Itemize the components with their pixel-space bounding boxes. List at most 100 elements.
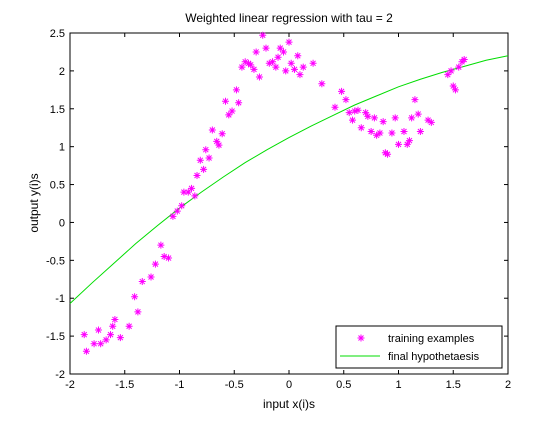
training-point	[165, 254, 173, 262]
training-point	[427, 118, 435, 126]
training-point	[451, 86, 459, 94]
training-point	[384, 150, 392, 158]
training-point	[225, 111, 233, 119]
legend-hypothesis-label: final hypothetaesis	[388, 351, 480, 363]
training-point	[276, 44, 284, 52]
training-point	[213, 137, 221, 145]
training-point	[125, 322, 133, 330]
training-point	[280, 48, 288, 56]
training-point	[282, 67, 290, 75]
training-point	[296, 71, 304, 79]
training-point	[215, 141, 223, 149]
training-point	[131, 293, 139, 301]
training-point	[238, 63, 246, 71]
training-point	[147, 273, 155, 281]
y-tick-label: 0.5	[50, 180, 65, 192]
training-point	[338, 87, 346, 95]
training-point	[403, 140, 411, 148]
training-point	[102, 336, 110, 344]
training-point	[107, 331, 115, 339]
y-tick-label: 1	[59, 142, 65, 154]
training-point	[109, 322, 117, 330]
training-point	[294, 52, 302, 60]
x-tick-label: 2	[505, 379, 511, 391]
training-point	[318, 80, 326, 88]
training-point	[274, 53, 282, 61]
training-point	[111, 315, 119, 323]
training-point	[269, 58, 277, 66]
training-point	[160, 253, 168, 261]
training-point	[299, 63, 307, 71]
training-point	[180, 188, 188, 196]
training-point	[354, 106, 362, 114]
legend-training-label: training examples	[388, 333, 475, 345]
training-point	[138, 278, 146, 286]
training-point	[200, 165, 208, 173]
training-point	[444, 71, 452, 79]
training-point	[379, 118, 387, 126]
training-point	[191, 192, 199, 200]
training-point	[151, 260, 159, 268]
training-point	[208, 126, 216, 134]
training-point	[373, 131, 381, 139]
training-point	[342, 96, 350, 104]
training-point	[411, 96, 419, 104]
training-point	[157, 241, 165, 249]
y-tick-label: 0	[59, 217, 65, 229]
y-tick-label: 2	[59, 66, 65, 78]
training-point	[94, 326, 102, 334]
legend-asterisk	[357, 334, 365, 342]
training-point	[362, 109, 370, 117]
training-point	[351, 107, 359, 115]
training-point	[82, 347, 90, 355]
training-point	[357, 124, 365, 132]
training-point	[455, 63, 463, 71]
training-point	[290, 65, 298, 73]
training-point	[255, 73, 263, 81]
training-point	[193, 171, 201, 179]
x-tick-label: 0	[286, 379, 292, 391]
training-point	[408, 114, 416, 122]
hypothesis-line	[69, 55, 509, 304]
training-point	[205, 154, 213, 162]
legend-box	[335, 325, 503, 369]
x-axis-label: input x(i)s	[263, 397, 315, 411]
training-point	[424, 116, 432, 124]
x-tick-label: -1	[175, 379, 185, 391]
legend: training examples final hypothetaesis	[335, 325, 503, 369]
training-point	[202, 146, 210, 154]
x-tick-label: -1.5	[115, 379, 134, 391]
training-point	[400, 128, 408, 136]
training-point	[241, 58, 249, 66]
training-point	[252, 48, 260, 56]
training-point	[235, 99, 243, 107]
training-point	[262, 44, 270, 52]
x-tick-label: 0.5	[336, 379, 351, 391]
training-point	[388, 129, 396, 137]
training-point	[460, 56, 468, 64]
training-point	[247, 61, 255, 69]
training-point	[376, 129, 384, 137]
training-point	[265, 59, 273, 67]
plot-area: -2 -1.5 -1 -0.5 0 0.5 1 1.5 2 -2 -1.5 -1 -0.5 0 0.5 1 1.…	[46, 28, 511, 391]
legend-training-marker	[357, 334, 365, 342]
training-point	[395, 140, 402, 148]
training-point	[272, 63, 280, 71]
y-tick-label: -1	[55, 293, 65, 305]
y-tick-label: -1.5	[46, 331, 65, 343]
training-point	[90, 340, 98, 348]
training-point	[367, 128, 375, 136]
training-point	[134, 308, 142, 316]
y-tick-label: -0.5	[46, 255, 65, 267]
training-point	[405, 137, 413, 145]
y-axis-label: output y(i)s	[27, 173, 41, 232]
training-point	[447, 67, 455, 75]
training-point	[287, 59, 295, 67]
training-point	[169, 212, 177, 220]
training-point	[285, 38, 293, 46]
training-point	[178, 202, 186, 210]
training-point	[218, 130, 226, 138]
training-point	[349, 116, 357, 124]
